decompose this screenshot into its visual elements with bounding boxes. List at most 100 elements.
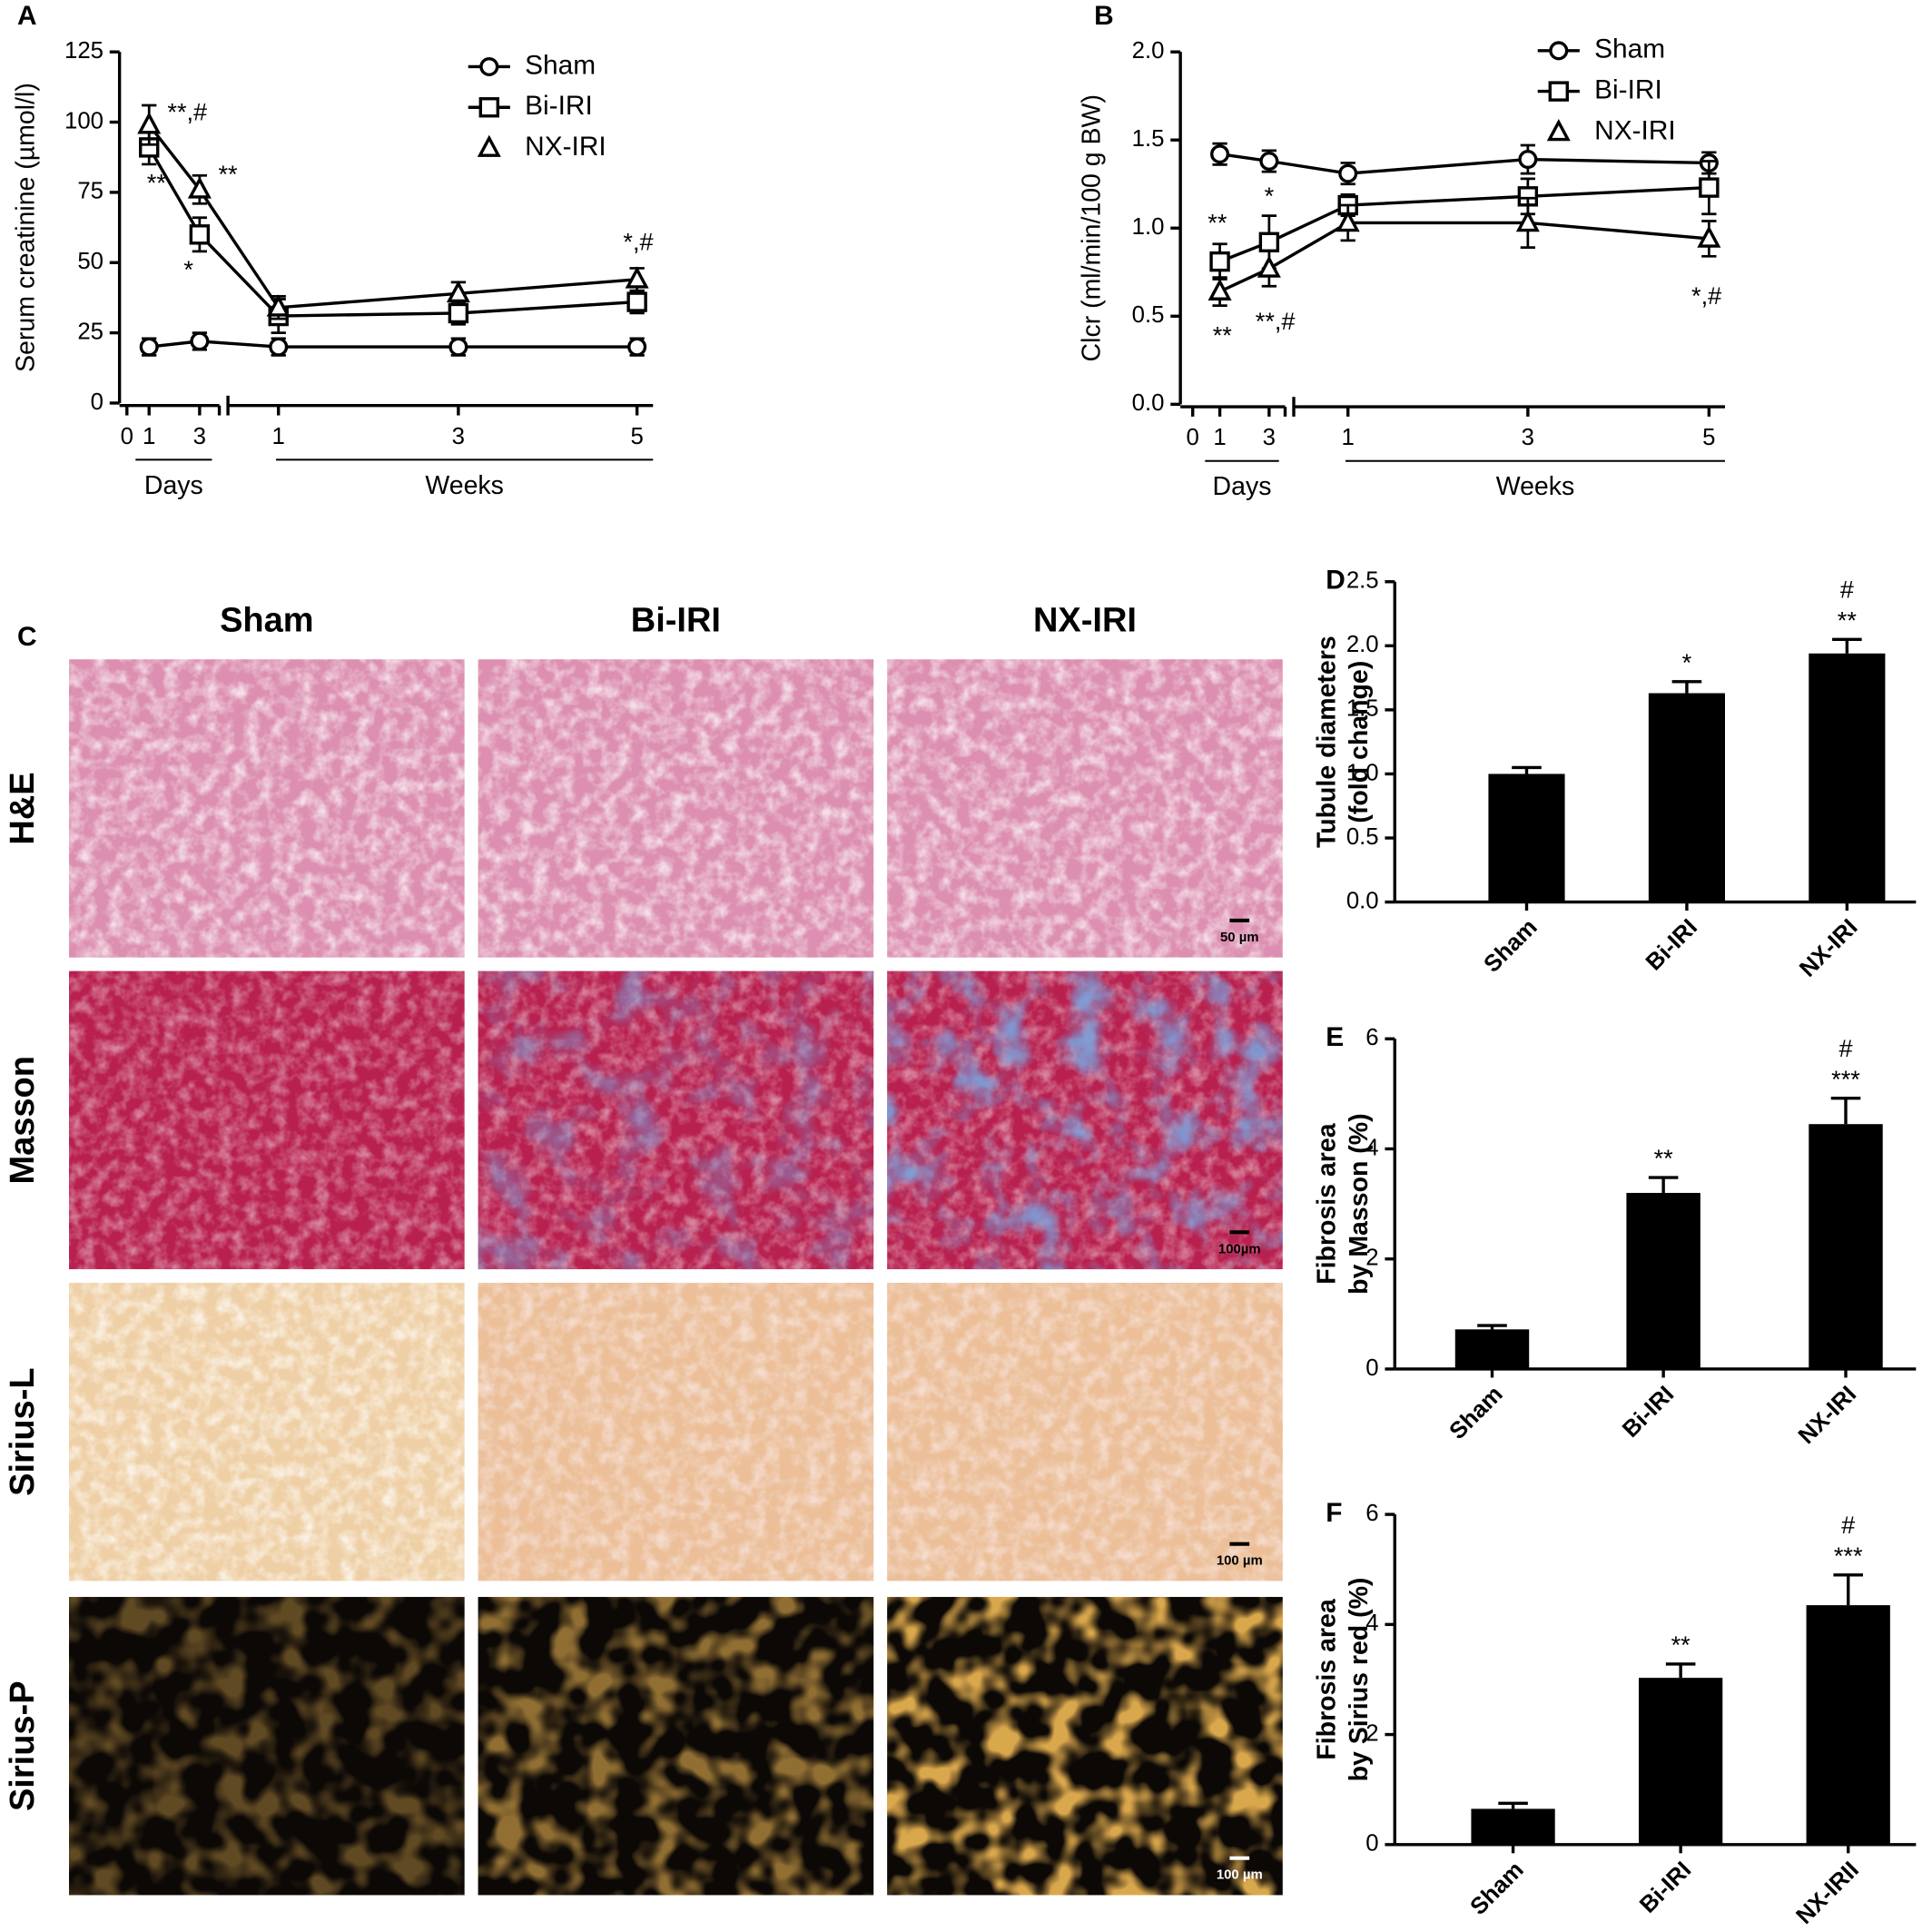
line — [1218, 221, 1710, 293]
y-tick-label: 0 — [1365, 1355, 1378, 1381]
micrograph-texture — [478, 1282, 874, 1581]
column-title: Bi-IRI — [631, 602, 721, 640]
column-title: NX-IRI — [1033, 602, 1137, 640]
x-tick-label: 1 — [1213, 425, 1226, 450]
marker — [190, 331, 210, 351]
bar — [1639, 1678, 1723, 1845]
legend-marker — [1548, 81, 1569, 102]
legend-marker — [479, 56, 499, 76]
fibrosis-texture — [887, 1282, 1283, 1581]
y-axis-title: by Masson (%) — [1345, 1113, 1374, 1294]
micrograph-texture — [69, 970, 465, 1270]
series: Sham — [139, 50, 647, 357]
annotation: ** — [1208, 209, 1227, 237]
bar — [1488, 773, 1565, 902]
row-label: H&E — [4, 772, 42, 844]
y-tick-label: 125 — [64, 38, 104, 64]
y-axis-title: by Sirius red (%) — [1345, 1578, 1374, 1782]
scale-bar-label: 50 µm — [1220, 930, 1259, 945]
legend-label: Sham — [1594, 34, 1665, 64]
y-axis-title: Fibrosis area — [1313, 1122, 1342, 1284]
micrograph-texture — [887, 659, 1283, 958]
error-bar — [1665, 1662, 1696, 1679]
bar — [1809, 653, 1886, 902]
error-bar — [1671, 680, 1702, 694]
x-tick-label: NX-IRII — [1791, 1857, 1864, 1930]
micrograph — [69, 970, 465, 1270]
marker — [1338, 163, 1358, 183]
y-tick-label: 6 — [1365, 1501, 1378, 1526]
annotation: **,# — [167, 98, 207, 126]
y-tick-label: 2 — [1365, 1246, 1378, 1271]
annotation: *** — [1834, 1542, 1863, 1570]
annotation: ** — [1654, 1144, 1674, 1172]
x-tick-label: Bi-IRI — [1635, 1857, 1696, 1918]
x-tick-label: Sham — [1444, 1382, 1507, 1444]
marker — [1257, 255, 1281, 278]
panel-label: D — [1326, 566, 1346, 596]
micrograph-texture — [887, 1282, 1283, 1581]
marker — [266, 294, 291, 317]
x-tick-label: 3 — [452, 424, 465, 449]
annotation: ** — [1838, 606, 1858, 634]
row-label: Sirius-P — [4, 1680, 42, 1811]
series: Sham — [1210, 34, 1719, 186]
x-tick-label: 1 — [143, 424, 155, 449]
scale-bar-label: 100 µm — [1217, 1553, 1263, 1569]
annotation: **,# — [1256, 307, 1296, 335]
legend-label: NX-IRI — [1594, 115, 1676, 145]
group-label: Weeks — [425, 471, 504, 500]
line — [1219, 153, 1710, 175]
panel-label: E — [1326, 1022, 1344, 1052]
error-bar — [1648, 1176, 1679, 1193]
y-tick-label: 25 — [77, 319, 104, 344]
legend-marker — [1546, 118, 1571, 142]
micrograph — [478, 1282, 874, 1581]
micrograph-texture — [69, 1282, 465, 1581]
column-title: Sham — [220, 602, 313, 640]
group-label: Weeks — [1496, 472, 1575, 501]
x-tick-label: Sham — [1479, 914, 1542, 977]
legend-marker — [478, 97, 499, 118]
y-tick-label: 2 — [1365, 1720, 1378, 1746]
fibrosis-texture — [478, 1282, 874, 1581]
y-tick-label: 1.0 — [1132, 214, 1165, 240]
micrograph — [69, 1282, 465, 1581]
legend-label: NX-IRI — [525, 132, 606, 162]
marker — [269, 337, 289, 357]
bar — [1626, 1192, 1700, 1369]
marker — [1518, 150, 1538, 170]
micrograph — [478, 970, 874, 1270]
bar — [1809, 1124, 1883, 1369]
annotation: *,# — [1691, 281, 1721, 310]
group-label: Days — [1213, 472, 1272, 501]
x-tick-label: 3 — [1263, 425, 1276, 450]
y-tick-label: 1.0 — [1346, 760, 1379, 785]
y-tick-label: 0 — [1365, 1831, 1378, 1857]
annotation: # — [1838, 1034, 1852, 1062]
legend-label: Bi-IRI — [1594, 74, 1662, 104]
annotation: ** — [1671, 1631, 1691, 1659]
micrograph — [887, 1282, 1283, 1581]
x-tick-label: 5 — [630, 424, 643, 449]
y-tick-label: 1.5 — [1132, 126, 1165, 152]
y-axis-title: Serum creatinine (µmol/l) — [11, 83, 40, 372]
annotation: *** — [1831, 1065, 1860, 1093]
y-tick-label: 75 — [77, 179, 104, 204]
line — [1218, 185, 1710, 263]
panel-label: F — [1326, 1498, 1342, 1528]
y-tick-label: 2.5 — [1346, 568, 1379, 594]
legend-label: Sham — [525, 50, 596, 80]
row-label: Sirius-L — [4, 1367, 42, 1495]
group-label: Days — [144, 471, 203, 500]
bar — [1454, 1329, 1530, 1369]
x-tick-label: 0 — [121, 424, 133, 449]
scale-bar-label: 100µm — [1218, 1241, 1261, 1256]
error-bar — [1512, 765, 1542, 774]
marker — [1259, 151, 1279, 172]
y-tick-label: 0 — [91, 389, 104, 415]
marker — [626, 291, 647, 312]
marker — [448, 302, 469, 324]
fibrosis-texture — [478, 970, 874, 1270]
